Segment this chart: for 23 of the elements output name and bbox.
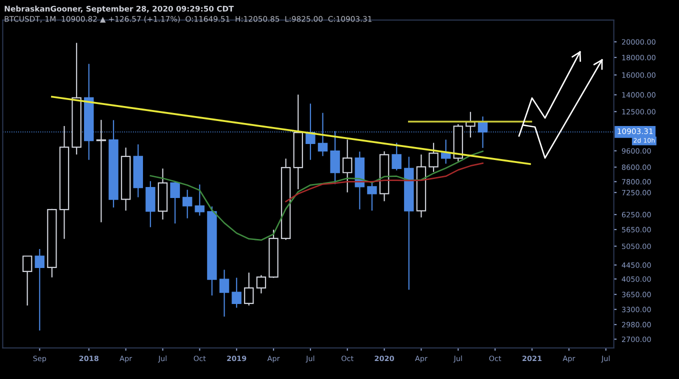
candlestick	[404, 156, 414, 290]
candlestick	[256, 275, 266, 294]
line-series	[150, 150, 484, 241]
candlestick	[392, 142, 402, 170]
candlestick	[219, 270, 230, 317]
candlestick	[59, 126, 70, 239]
candlestick	[453, 124, 464, 162]
candlestick	[72, 42, 82, 154]
candlestick	[293, 94, 304, 190]
candlestick	[34, 248, 45, 330]
candlestick	[96, 120, 106, 222]
candlestick	[120, 148, 131, 211]
candlestick	[133, 144, 143, 198]
candlestick	[146, 181, 156, 228]
candlestick	[416, 154, 426, 218]
candlestick	[440, 140, 451, 164]
line-series	[285, 162, 484, 202]
candlestick	[158, 168, 168, 220]
candlestick	[280, 158, 291, 240]
candlestick	[232, 278, 242, 308]
candlestick	[342, 140, 352, 192]
candlestick	[22, 256, 32, 306]
candlestick	[428, 142, 438, 172]
